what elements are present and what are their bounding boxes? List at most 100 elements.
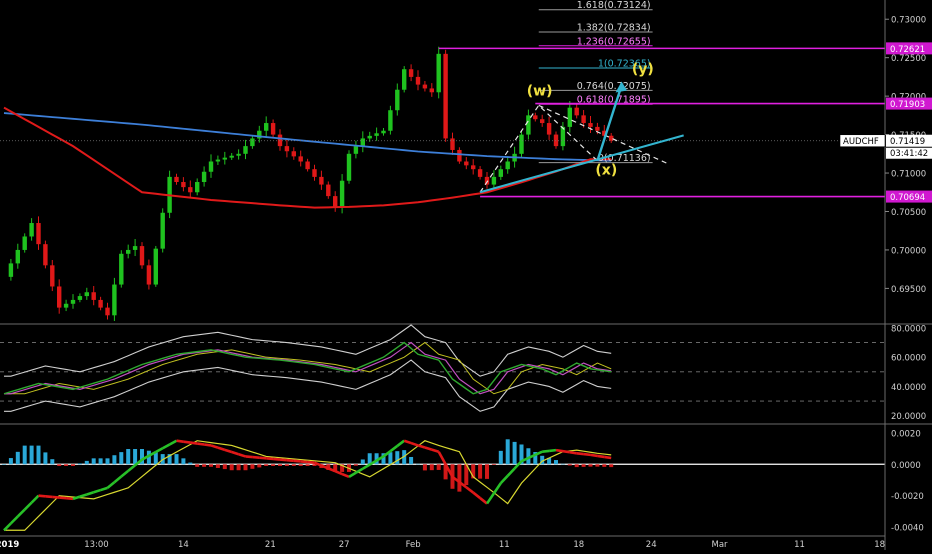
macd-line-segment [597, 454, 605, 459]
macd-tick-label: -0.0040 [891, 524, 924, 534]
macd-histogram-bar [602, 464, 607, 467]
macd-line-segment [148, 450, 157, 457]
candle-body [395, 89, 400, 111]
candle-body [298, 156, 303, 162]
macd-histogram-bar [133, 449, 138, 465]
candle-body [29, 223, 34, 237]
candle-body [346, 153, 352, 181]
candle-body [250, 138, 255, 147]
macd-histogram-bar [312, 464, 317, 466]
fib-level-label: 0(0.71136) [598, 153, 651, 164]
symbol-tag-label: AUDCHF [843, 137, 879, 147]
candle-body [567, 107, 572, 127]
macd-line-segment [293, 459, 301, 463]
rsi-tick-label: 20.0000 [891, 412, 926, 422]
macd-histogram-bar [540, 455, 545, 465]
time-axis-label: Feb [406, 540, 421, 550]
price-pane[interactable]: 1.618(0.73124) 1.382(0.72834) 1.236(0.7265… [0, 0, 885, 322]
fib-level-label: 0.764(0.72075) [577, 81, 651, 92]
wave-x-label: (x) [595, 163, 617, 179]
rsi-signal-line [4, 341, 612, 395]
candle-body [57, 286, 62, 308]
time-axis-label: 11 [499, 540, 510, 550]
macd-line-segment [334, 469, 343, 476]
macd-histogram-bar [333, 464, 338, 472]
rsi-lower-band [4, 359, 612, 412]
macd-line-segment [513, 460, 523, 470]
macd-histogram-bar [567, 464, 572, 466]
macd-line-segment [79, 493, 88, 498]
candle-body [15, 249, 20, 264]
candle-body [22, 236, 27, 250]
macd-histogram-bar [457, 464, 462, 492]
rsi-tick-label: 60.0000 [891, 354, 926, 364]
macd-line-segment [155, 447, 164, 454]
macd-line-segment [431, 448, 440, 453]
macd-histogram-bar [215, 464, 220, 468]
macd-line-segment [113, 475, 123, 484]
macd-line-segment [45, 495, 53, 499]
candle-body [471, 165, 476, 170]
rsi-tick-label: 40.0000 [891, 383, 926, 393]
candle-body [505, 161, 510, 170]
macd-histogram-bar [236, 464, 241, 471]
macd-line-segment [458, 481, 468, 489]
candle-body [222, 157, 227, 160]
candle-body [374, 133, 379, 136]
candle-body [50, 265, 55, 287]
macd-line-segment [266, 457, 274, 461]
candle-body [229, 155, 234, 158]
macd-histogram-bar [485, 464, 489, 479]
candle-body [201, 171, 207, 183]
macd-histogram-bar [498, 450, 503, 465]
candle-body [450, 138, 455, 150]
macd-histogram-bar [22, 445, 27, 465]
macd-histogram-bar [188, 462, 193, 465]
time-axis-label: 2019 [0, 540, 19, 550]
macd-signal-line [4, 440, 612, 531]
macd-line-segment [369, 459, 378, 466]
macd-line-segment [245, 455, 253, 459]
candle-body [526, 115, 531, 135]
macd-line-segment [396, 439, 405, 447]
macd-line-segment [465, 486, 474, 494]
macd-line-segment [52, 495, 60, 499]
macd-line-segment [451, 475, 461, 484]
rsi-pane[interactable] [0, 324, 885, 412]
candle-body [602, 130, 607, 136]
candle-body [160, 212, 165, 249]
macd-histogram-bar [478, 464, 483, 479]
macd-line-segment [499, 474, 509, 485]
rsi-upper-band [4, 324, 612, 377]
rsi-tick-label: 80.0000 [891, 324, 926, 334]
macd-line-segment [492, 482, 502, 495]
time-axis-label: 27 [339, 540, 350, 550]
candle-body [174, 176, 179, 183]
macd-line-segment [348, 471, 357, 478]
macd-histogram-bar [554, 460, 558, 465]
macd-line-segment [307, 460, 315, 465]
projection-arrow-head [615, 81, 628, 93]
candle-body [70, 299, 76, 304]
macd-histogram-bar [353, 464, 358, 466]
macd-histogram-bar [250, 464, 255, 469]
macd-line-segment [217, 446, 226, 452]
candle-body [581, 115, 586, 124]
macd-histogram-bar [416, 463, 420, 465]
candle-body [153, 248, 158, 285]
macd-histogram-bar [195, 464, 200, 467]
candle-body [609, 135, 614, 141]
wave-w-label: (w) [527, 83, 553, 99]
last-price-label: 0.71419 [890, 137, 925, 147]
macd-line-segment [527, 453, 536, 460]
macd-histogram-bar [167, 454, 172, 465]
macd-pane[interactable] [0, 439, 885, 532]
macd-line-segment [127, 464, 136, 472]
candle-body [540, 119, 545, 124]
macd-line-segment [542, 449, 550, 454]
macd-histogram-bar [257, 464, 262, 468]
macd-line-segment [604, 455, 612, 460]
macd-tick-label: -0.0020 [891, 492, 924, 502]
macd-line-segment [16, 508, 26, 518]
